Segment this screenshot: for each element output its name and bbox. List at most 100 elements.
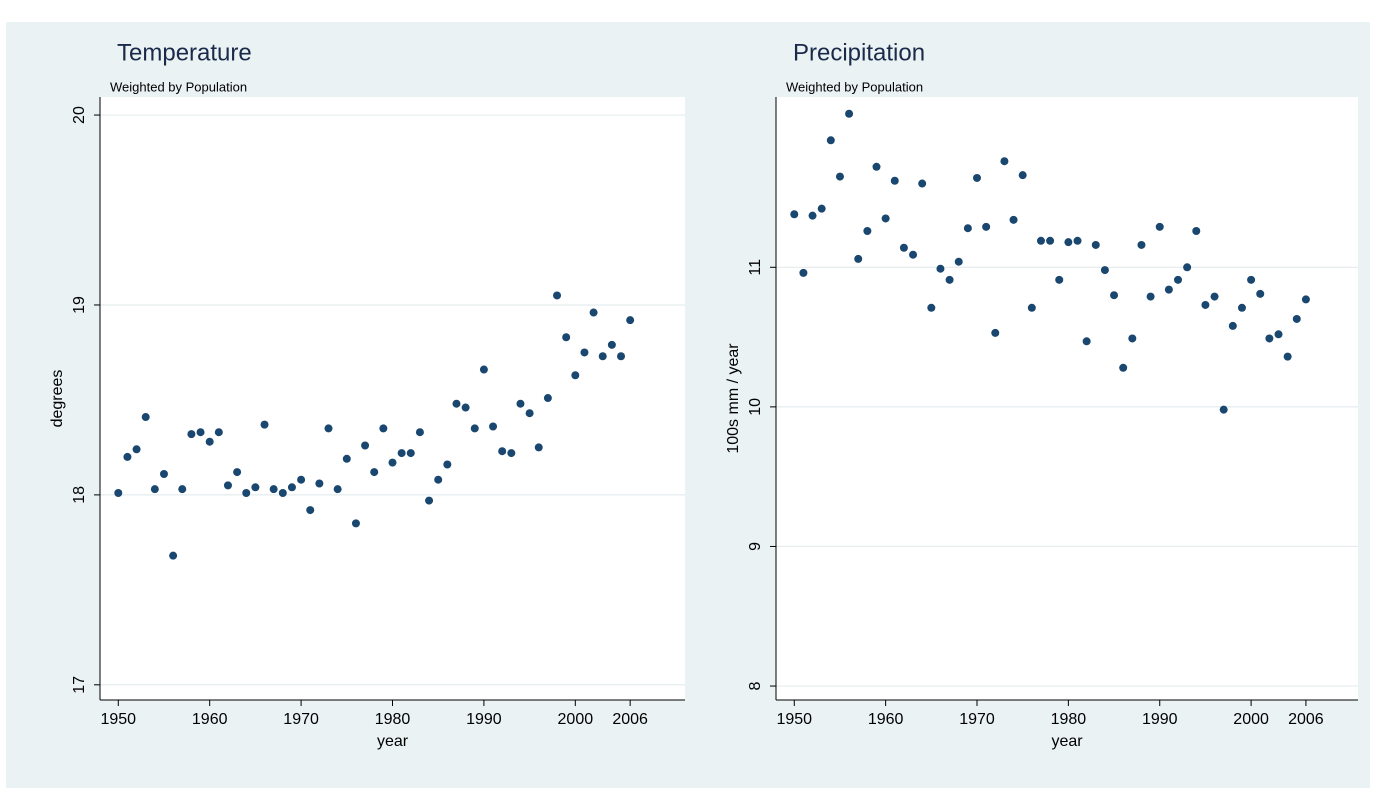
- point: [425, 496, 434, 505]
- chart-title: Precipitation: [793, 39, 925, 66]
- point: [297, 475, 306, 484]
- chart-title: Temperature: [117, 39, 252, 66]
- point: [982, 222, 991, 231]
- point: [617, 352, 626, 361]
- y-tick-label: 18: [71, 486, 88, 504]
- x-tick-label: 2006: [612, 711, 648, 728]
- point: [808, 211, 817, 220]
- point: [306, 506, 315, 515]
- point: [178, 485, 187, 494]
- x-axis-title: year: [377, 733, 409, 750]
- point: [470, 424, 479, 433]
- point: [196, 428, 205, 437]
- point: [434, 475, 443, 484]
- point: [835, 172, 844, 181]
- point: [1237, 303, 1246, 312]
- y-tick-label: 10: [747, 398, 764, 416]
- chart-subtitle: Weighted by Population: [110, 79, 247, 94]
- y-tick-label: 11: [747, 259, 764, 276]
- point: [1018, 171, 1027, 180]
- point: [498, 447, 507, 456]
- point: [1155, 222, 1164, 231]
- point: [379, 424, 388, 433]
- point: [863, 227, 872, 235]
- point: [214, 428, 223, 437]
- point: [205, 437, 214, 446]
- point: [790, 210, 799, 219]
- x-tick-label: 2006: [1288, 711, 1324, 728]
- point: [342, 454, 351, 463]
- point: [1091, 240, 1100, 249]
- point: [114, 488, 123, 497]
- point: [918, 179, 927, 188]
- point: [1009, 215, 1018, 224]
- point: [123, 452, 132, 461]
- point: [351, 519, 360, 528]
- point: [187, 430, 196, 439]
- y-tick-label: 20: [71, 106, 88, 124]
- point: [516, 399, 525, 408]
- point: [397, 449, 406, 458]
- point: [1301, 295, 1310, 304]
- point: [1073, 236, 1082, 245]
- point: [223, 481, 232, 490]
- y-tick-label: 9: [747, 542, 764, 551]
- point: [1210, 292, 1219, 301]
- point: [479, 365, 488, 374]
- point: [315, 479, 324, 488]
- point: [525, 409, 534, 418]
- plot-area: [776, 97, 1358, 700]
- point: [954, 257, 963, 266]
- point: [881, 214, 890, 223]
- point: [452, 399, 461, 408]
- point: [973, 173, 982, 182]
- plot-area: [100, 97, 685, 700]
- point: [936, 264, 945, 273]
- point: [963, 224, 972, 233]
- point: [141, 413, 150, 422]
- point: [817, 204, 826, 213]
- x-axis-title: year: [1051, 733, 1083, 750]
- point: [1082, 337, 1091, 346]
- point: [1219, 405, 1228, 414]
- point: [571, 371, 580, 380]
- point: [1283, 352, 1292, 361]
- point: [132, 445, 141, 454]
- point: [489, 422, 498, 431]
- point: [233, 468, 242, 477]
- point: [333, 485, 342, 494]
- point: [1228, 321, 1237, 330]
- point: [1055, 275, 1064, 284]
- point: [927, 303, 936, 312]
- y-tick-label: 8: [747, 681, 764, 690]
- x-tick-label: 1960: [868, 711, 904, 728]
- point: [1110, 291, 1119, 300]
- point: [826, 136, 835, 145]
- point: [598, 352, 607, 361]
- point: [278, 488, 287, 497]
- point: [1183, 263, 1192, 272]
- y-tick-label: 19: [71, 296, 88, 314]
- point: [370, 468, 379, 477]
- point: [854, 254, 863, 263]
- point: [890, 176, 899, 185]
- x-tick-label: 1990: [1142, 711, 1178, 728]
- point: [909, 250, 918, 259]
- point: [626, 316, 635, 325]
- point: [1100, 266, 1109, 275]
- x-tick-label: 1990: [466, 711, 502, 728]
- point: [361, 441, 370, 450]
- point: [1265, 334, 1274, 343]
- point: [388, 458, 397, 467]
- point: [287, 483, 296, 492]
- point: [1137, 240, 1146, 249]
- point: [1146, 292, 1155, 301]
- x-tick-label: 1960: [192, 711, 228, 728]
- point: [543, 394, 552, 403]
- point: [799, 268, 808, 277]
- point: [1201, 300, 1210, 309]
- point: [443, 460, 452, 469]
- point: [1292, 314, 1301, 323]
- x-tick-label: 1970: [959, 711, 995, 728]
